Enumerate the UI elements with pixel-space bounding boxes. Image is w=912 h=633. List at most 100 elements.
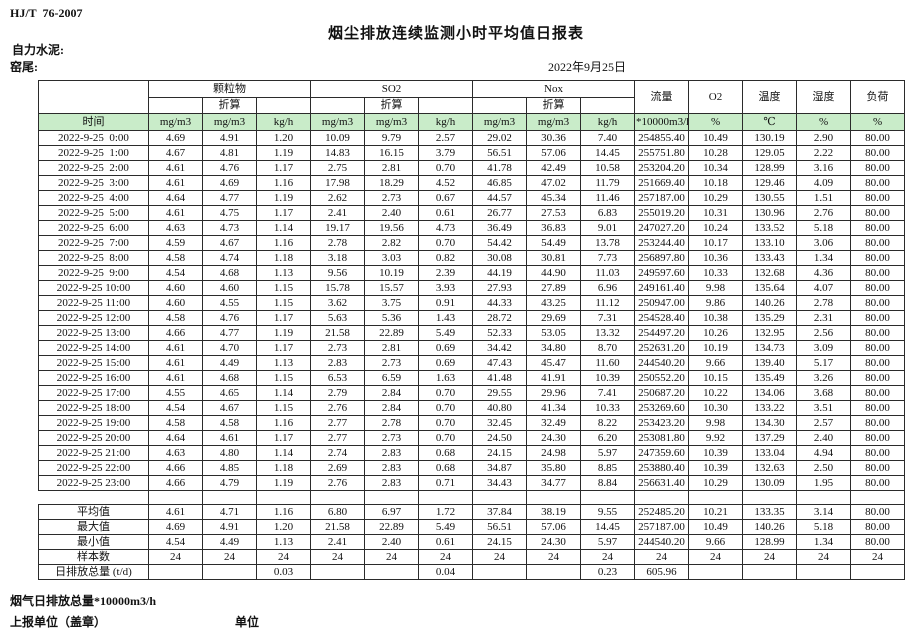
value-cell: 18.29 (364, 175, 419, 191)
time-cell: 2022-9-25 6:00 (38, 220, 149, 236)
value-cell: 1.17 (256, 160, 311, 176)
value-cell: 1.14 (256, 385, 311, 401)
summary-value-cell: 38.19 (526, 504, 582, 520)
summary-value-cell: 4.54 (148, 534, 203, 550)
value-cell: 2.79 (310, 385, 365, 401)
value-cell: 21.58 (310, 325, 365, 341)
time-cell: 2022-9-25 0:00 (38, 130, 149, 146)
value-cell: 1.14 (256, 220, 311, 236)
value-cell: 9.66 (688, 355, 744, 371)
blank-subheader (472, 97, 528, 114)
daily-total-value-cell (202, 564, 257, 580)
value-cell: 1.19 (256, 145, 311, 161)
value-cell: 4.55 (148, 385, 203, 401)
data-row: 2022-9-25 16:00 4.61 4.68 1.15 6.53 6.59 1.63 4… (38, 370, 906, 386)
value-cell: 134.73 (742, 340, 798, 356)
value-cell: 0.69 (417, 340, 474, 356)
value-cell: 80.00 (850, 190, 906, 206)
value-cell: 0.69 (417, 355, 474, 371)
value-cell: 80.00 (850, 160, 906, 176)
value-cell: 2.76 (310, 475, 365, 491)
value-cell: 2.56 (796, 325, 852, 341)
summary-value-cell: 9.66 (688, 534, 744, 550)
spacer-cell (364, 490, 419, 505)
value-cell: 10.39 (688, 460, 744, 476)
daily-total-value-cell: 0.04 (417, 564, 474, 580)
daily-total-value-cell (526, 564, 582, 580)
value-cell: 41.91 (526, 370, 582, 386)
value-cell: 5.17 (796, 355, 852, 371)
value-cell: 244540.20 (634, 355, 690, 371)
spacer-cell (688, 490, 744, 505)
time-cell: 2022-9-25 16:00 (38, 370, 149, 386)
value-cell: 10.34 (688, 160, 744, 176)
value-cell: 133.04 (742, 445, 798, 461)
value-cell: 10.58 (580, 160, 636, 176)
value-cell: 5.36 (364, 310, 419, 326)
daily-total-value-cell (148, 564, 203, 580)
data-row: 2022-9-25 17:00 4.55 4.65 1.14 2.79 2.84 0.70 2… (38, 385, 906, 401)
value-cell: 30.36 (526, 130, 582, 146)
value-cell: 4.76 (202, 160, 257, 176)
value-cell: 249597.60 (634, 265, 690, 281)
value-cell: 4.69 (148, 130, 203, 146)
value-cell: 40.80 (472, 400, 528, 416)
value-cell: 80.00 (850, 445, 906, 461)
value-cell: 44.57 (472, 190, 528, 206)
summary-value-cell: 24.15 (472, 534, 528, 550)
value-cell: 2.40 (796, 430, 852, 446)
spacer-cell (742, 490, 798, 505)
value-cell: 80.00 (850, 295, 906, 311)
value-cell: 4.64 (148, 430, 203, 446)
value-cell: 5.49 (417, 325, 474, 341)
value-cell: 254528.40 (634, 310, 690, 326)
value-cell: 8.85 (580, 460, 636, 476)
value-cell: 5.18 (796, 220, 852, 236)
value-cell: 11.12 (580, 295, 636, 311)
value-cell: 4.60 (202, 280, 257, 296)
value-cell: 2.78 (310, 235, 365, 251)
value-cell: 11.03 (580, 265, 636, 281)
value-cell: 53.05 (526, 325, 582, 341)
summary-value-cell: 4.61 (148, 504, 203, 520)
value-cell: 10.22 (688, 385, 744, 401)
value-cell: 4.55 (202, 295, 257, 311)
value-cell: 4.60 (148, 295, 203, 311)
value-cell: 4.54 (148, 400, 203, 416)
unit-header-cell: % (688, 113, 744, 131)
value-cell: 4.58 (148, 415, 203, 431)
value-cell: 80.00 (850, 475, 906, 491)
time-cell: 2022-9-25 12:00 (38, 310, 149, 326)
value-cell: 30.08 (472, 250, 528, 266)
summary-value-cell: 24 (310, 549, 365, 565)
header-converted-row: 折算 折算 折算 (39, 97, 905, 114)
value-cell: 44.19 (472, 265, 528, 281)
spacer-cell (526, 490, 582, 505)
value-cell: 45.34 (526, 190, 582, 206)
value-cell: 2.50 (796, 460, 852, 476)
location-label: 窑尾: (10, 60, 38, 74)
data-row: 2022-9-25 19:00 4.58 4.58 1.16 2.77 2.78 0.70 3… (38, 415, 906, 431)
value-cell: 4.67 (202, 400, 257, 416)
col-flow: 流量 (634, 80, 690, 114)
time-cell: 2022-9-25 14:00 (38, 340, 149, 356)
value-cell: 24.50 (472, 430, 528, 446)
value-cell: 2.81 (364, 160, 419, 176)
value-cell: 0.61 (417, 205, 474, 221)
summary-row: 样本数 24 24 24 24 24 24 24 24 24 24 24 24 24 24 (38, 549, 906, 565)
summary-value-cell: 24 (417, 549, 474, 565)
value-cell: 10.26 (688, 325, 744, 341)
value-cell: 9.86 (688, 295, 744, 311)
value-cell: 1.95 (796, 475, 852, 491)
daily-total-value-cell: 0.03 (256, 564, 311, 580)
summary-value-cell: 0.61 (417, 534, 474, 550)
value-cell: 252631.20 (634, 340, 690, 356)
value-cell: 2.83 (310, 355, 365, 371)
summary-value-cell: 22.89 (364, 519, 419, 535)
value-cell: 0.70 (417, 160, 474, 176)
value-cell: 6.59 (364, 370, 419, 386)
value-cell: 10.31 (688, 205, 744, 221)
summary-value-cell: 4.71 (202, 504, 257, 520)
value-cell: 45.47 (526, 355, 582, 371)
value-cell: 2.83 (364, 475, 419, 491)
